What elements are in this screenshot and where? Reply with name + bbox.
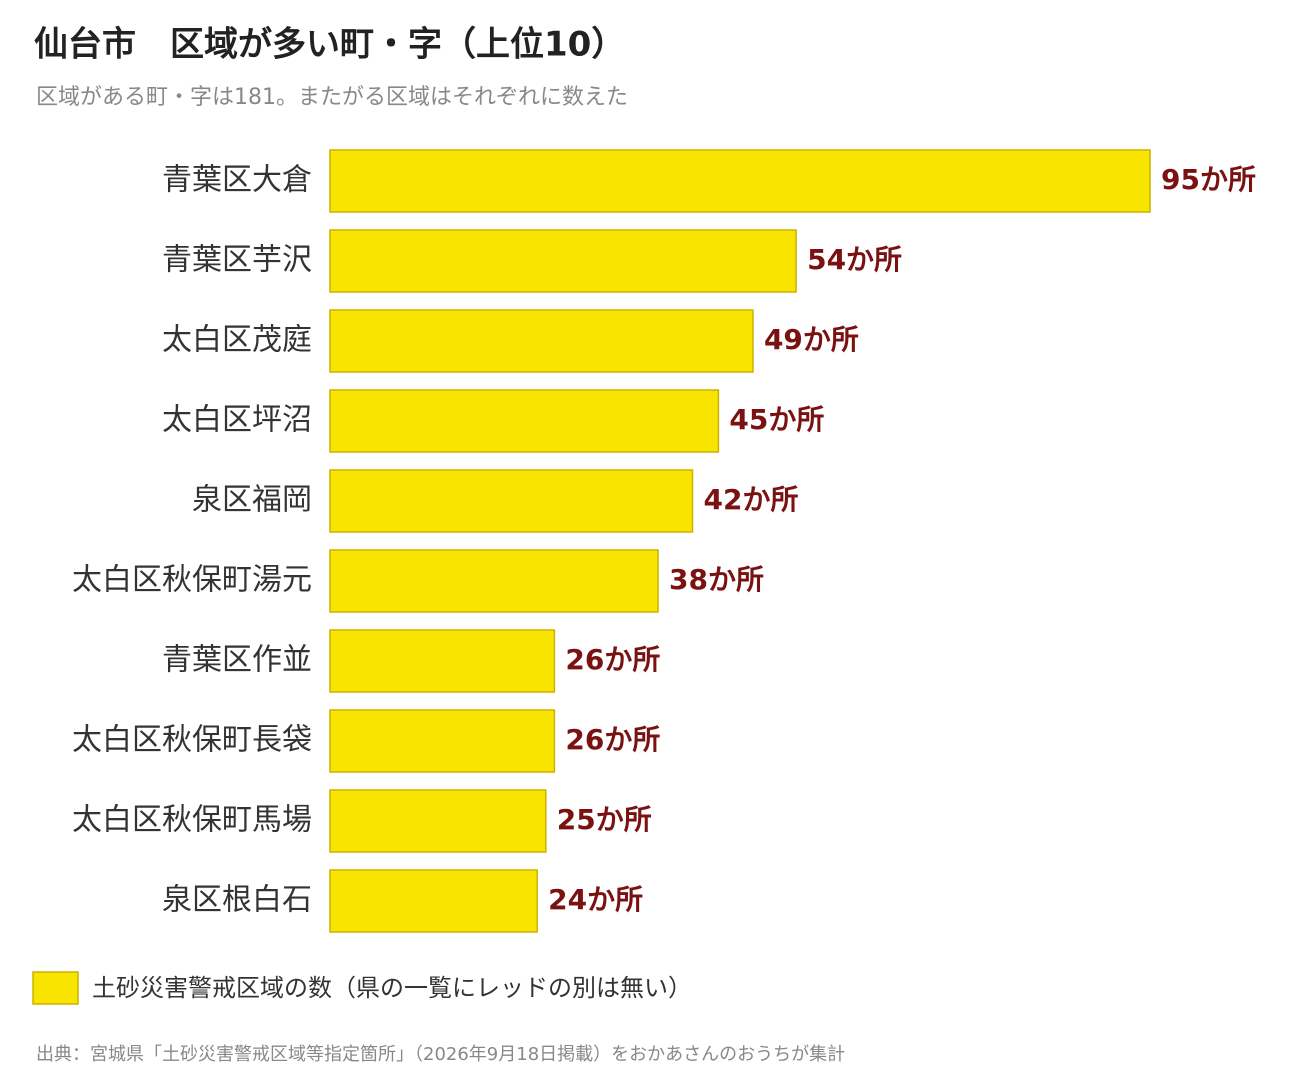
bar (329, 629, 556, 693)
bar (329, 229, 797, 293)
y-tick-label: 太白区坪沼 (162, 403, 312, 438)
value-label: 54か所 (807, 243, 902, 276)
y-tick-label: 泉区福岡 (192, 483, 312, 518)
bar (329, 869, 538, 933)
y-tick-label: 太白区秋保町馬場 (72, 803, 312, 838)
chart-subtitle: 区域がある町・字は181。またがる区域はそれぞれに数えた (36, 85, 628, 110)
y-tick-label: 太白区茂庭 (162, 323, 312, 358)
bar (329, 469, 694, 533)
y-tick-label: 青葉区芋沢 (162, 243, 312, 278)
y-tick-label: 太白区秋保町長袋 (72, 723, 312, 758)
value-label: 26か所 (565, 643, 660, 676)
value-label: 95か所 (1161, 163, 1256, 196)
bar (329, 149, 1151, 213)
value-label: 24か所 (548, 883, 643, 916)
value-label: 38か所 (669, 563, 764, 596)
bar (329, 549, 659, 613)
y-tick-label: 青葉区大倉 (162, 163, 312, 198)
value-label: 42か所 (704, 483, 799, 516)
value-label: 26か所 (565, 723, 660, 756)
y-tick-label: 太白区秋保町湯元 (72, 563, 312, 598)
y-tick-label: 青葉区作並 (162, 643, 312, 678)
bar (329, 389, 720, 453)
y-tick-label: 泉区根白石 (162, 883, 312, 918)
bar (329, 789, 547, 853)
legend-swatch (32, 971, 79, 1005)
legend-label: 土砂災害警戒区域の数（県の一覧にレッドの別は無い） (92, 974, 692, 1002)
bar (329, 709, 556, 773)
value-label: 49か所 (764, 323, 859, 356)
chart-title: 仙台市 区域が多い町・字（上位10） (34, 25, 625, 65)
value-label: 25か所 (557, 803, 652, 836)
source: 出典：宮城県「土砂災害警戒区域等指定箇所」（2026年9月18日掲載）をおかあさ… (36, 1044, 845, 1065)
value-label: 45か所 (729, 403, 824, 436)
bar (329, 309, 754, 373)
